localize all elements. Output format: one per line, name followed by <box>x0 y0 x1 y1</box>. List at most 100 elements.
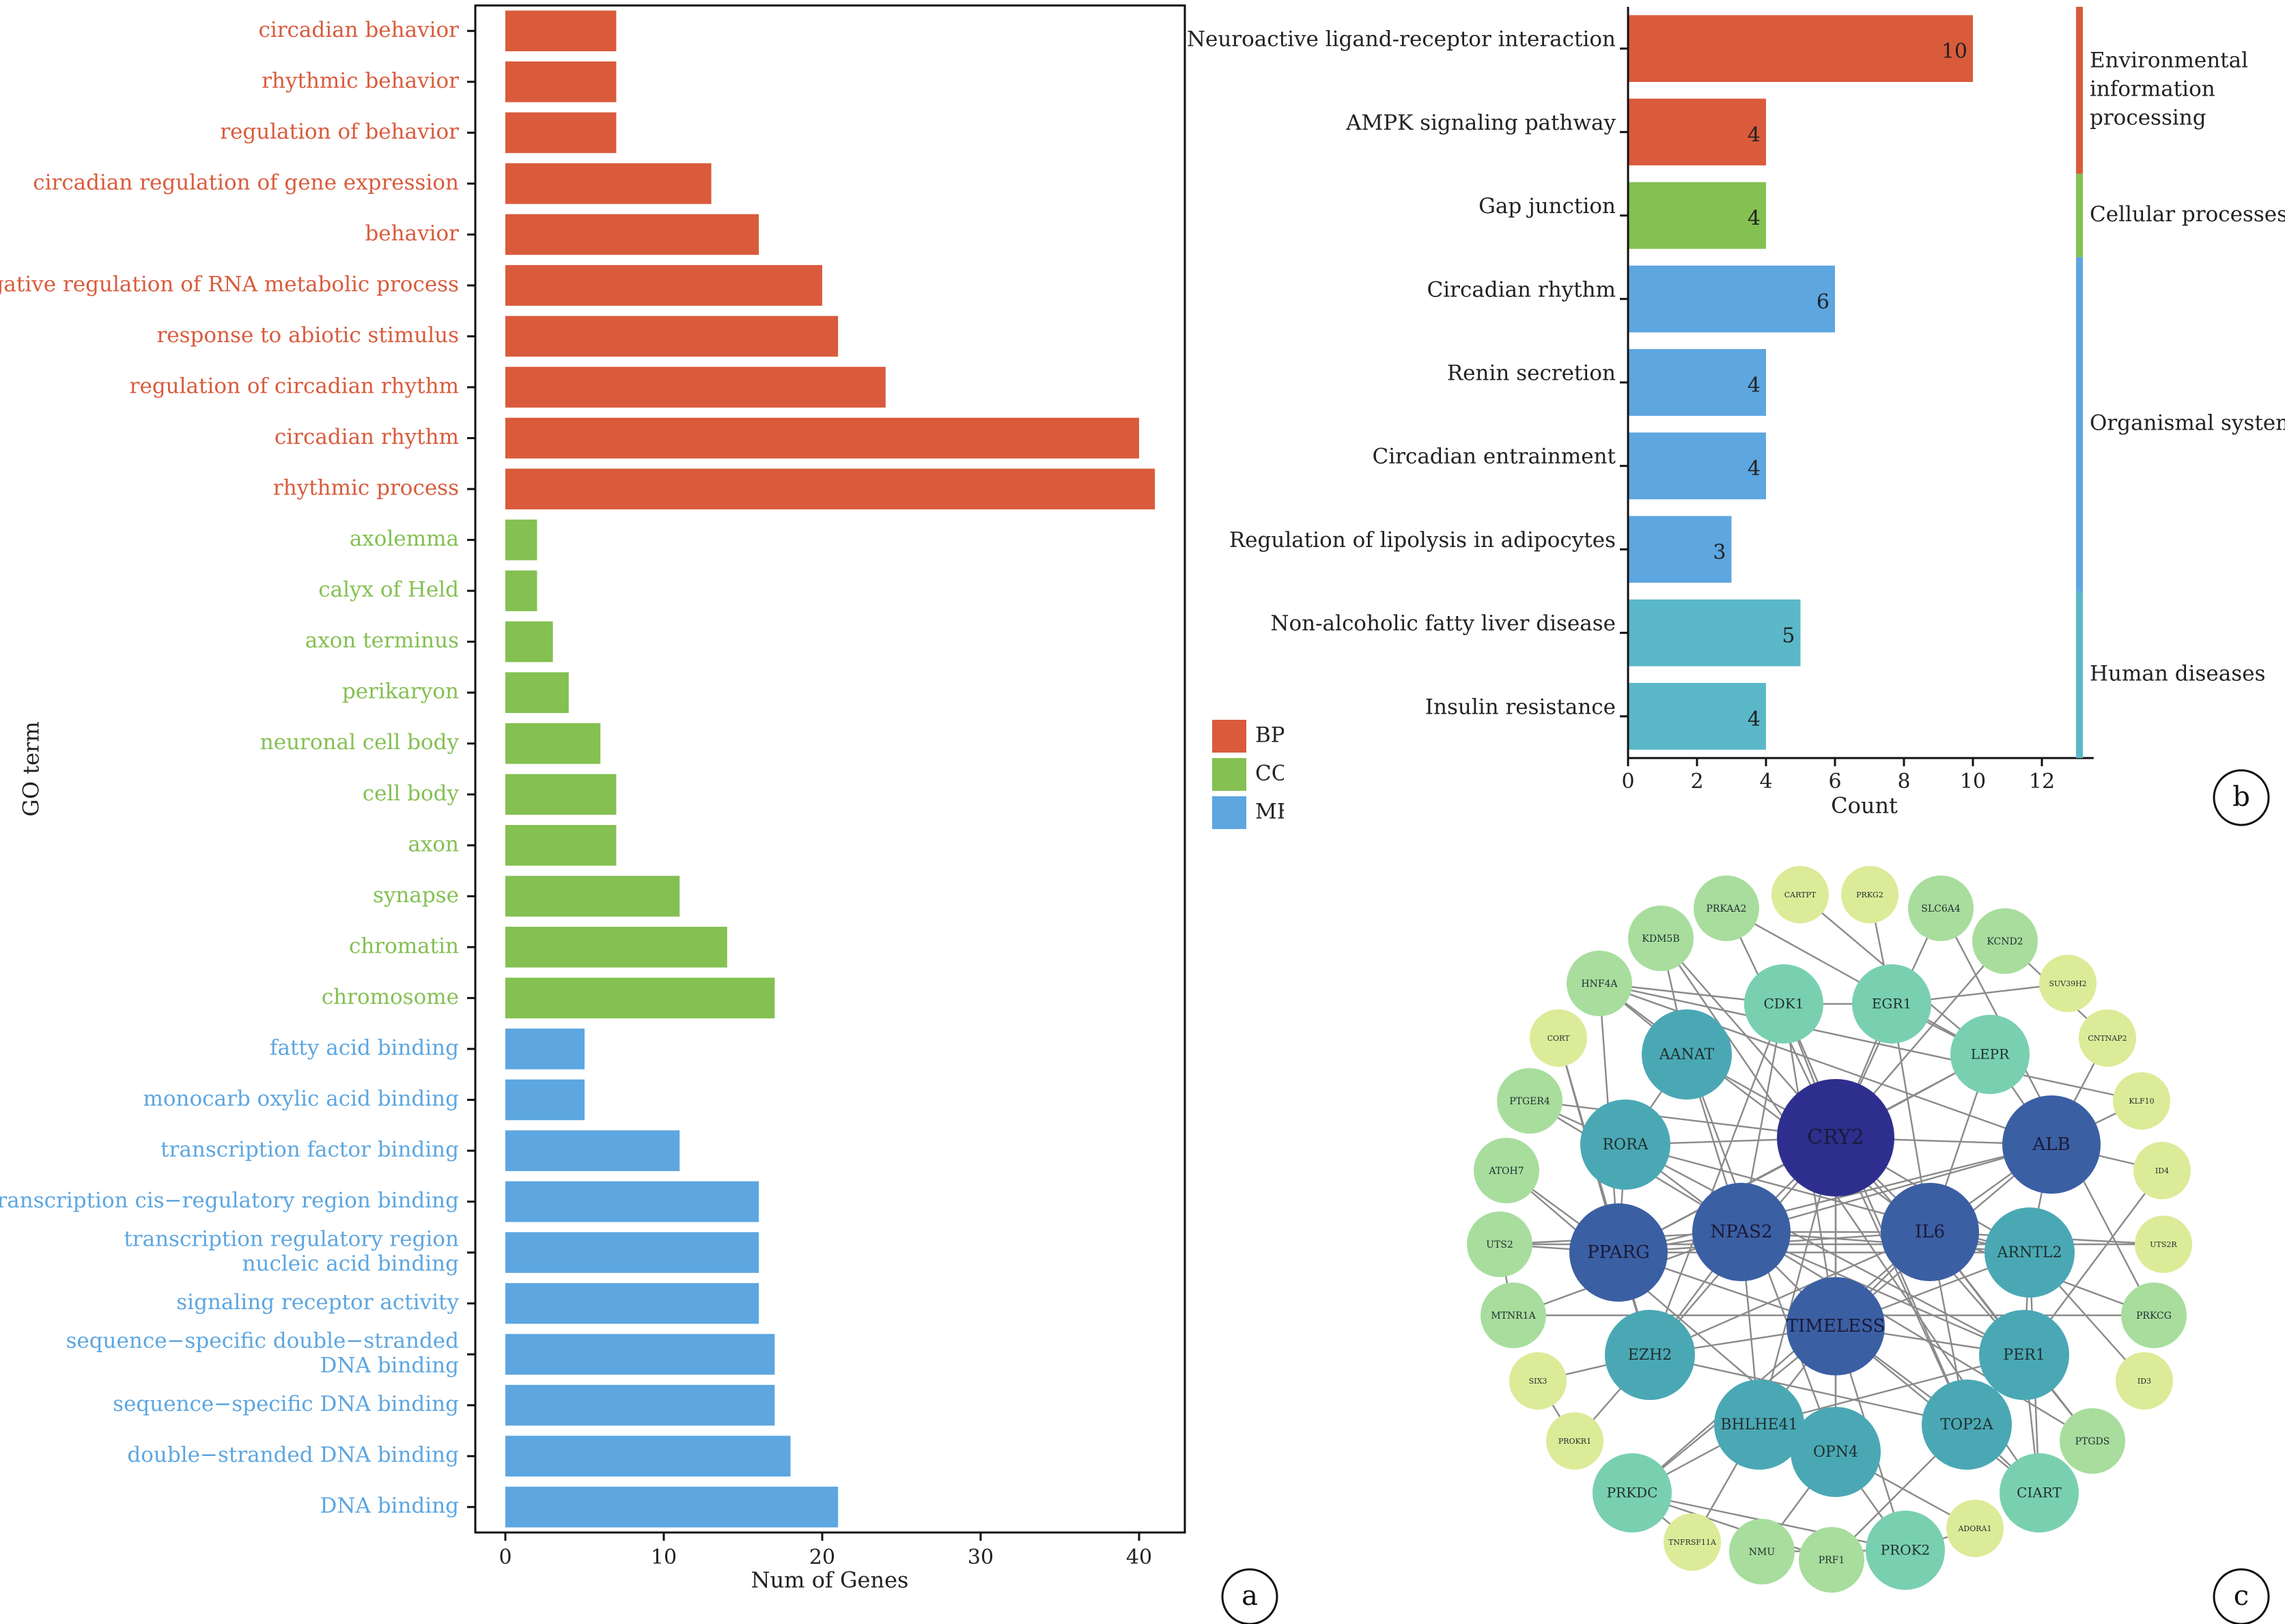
ppi-node-label-adora1: ADORA1 <box>1957 1524 1991 1533</box>
ppi-node-tnfrsf11a <box>1664 1513 1721 1571</box>
kegg-bar-5 <box>1628 349 1766 416</box>
ppi-node-prf1 <box>1799 1527 1864 1593</box>
ppi-node-slc6a4 <box>1908 876 1974 941</box>
ppi-node-hnf4a <box>1567 951 1632 1016</box>
x-tick-label-0: 0 <box>499 1545 511 1569</box>
go-bar-25 <box>505 1232 759 1273</box>
kegg-group-label-3: Organismal systems <box>2090 411 2285 436</box>
x-axis-label: Num of Genes <box>751 1567 909 1593</box>
ppi-node-uts2r <box>2135 1216 2192 1273</box>
ppi-node-ciart <box>2000 1453 2079 1532</box>
go-term-label-15: neuronal cell body <box>260 730 460 755</box>
go-bar-13 <box>505 621 553 662</box>
kegg-group-label-1-line-2: information <box>2090 77 2215 102</box>
go-bar-5 <box>505 214 759 255</box>
ppi-node-kdm5b <box>1628 906 1694 971</box>
go-bar-26 <box>505 1283 759 1324</box>
go-term-label-24: transcription cis−regulatory region bind… <box>0 1188 459 1213</box>
kegg-bar-value-3: 4 <box>1748 207 1761 231</box>
ppi-node-label-nmu: NMU <box>1749 1547 1776 1558</box>
go-bar-8 <box>505 367 886 408</box>
kegg-bar-value-4: 6 <box>1817 290 1830 314</box>
go-term-label-22: monocarb oxylic acid binding <box>143 1087 459 1111</box>
go-bar-1 <box>505 10 617 52</box>
ppi-nodes: CARTPT PRKG2 SUV39H2 CNTNAP2 KLF10 ID4 UTS2R ID… <box>1467 866 2192 1593</box>
go-term-label-28: sequence−specific DNA binding <box>113 1392 459 1416</box>
legend-swatch-bp <box>1212 720 1246 753</box>
ppi-node-label-atoh7: ATOH7 <box>1488 1166 1524 1177</box>
ppi-node-label-prkaa2: PRKAA2 <box>1707 904 1747 914</box>
ppi-node-label-cdk1: CDK1 <box>1763 996 1804 1012</box>
kegg-group-label-2: Cellular processes <box>2090 202 2285 227</box>
ppi-node-ptger4 <box>1497 1068 1562 1134</box>
ppi-node-cry2 <box>1777 1079 1894 1196</box>
go-bar-23 <box>505 1130 680 1171</box>
kegg-bar-1 <box>1628 15 1973 82</box>
ppi-node-label-npas2: NPAS2 <box>1711 1222 1773 1242</box>
go-term-label-8: regulation of circadian rhythm <box>130 374 459 399</box>
ppi-edge-84 <box>1649 1003 1785 1356</box>
kegg-bar-value-1: 10 <box>1941 40 1967 64</box>
go-term-label-6: negative regulation of RNA metabolic pro… <box>0 272 459 296</box>
kegg-group-strip-4 <box>2076 591 2083 758</box>
kegg-term-label-5: Renin secretion <box>1447 361 1616 386</box>
go-term-label-20: chromosome <box>322 985 459 1009</box>
ppi-node-label-cartpt: CARTPT <box>1784 891 1817 899</box>
panel-b-bar-chart: 10 Neuroactive ligand-receptor interactio… <box>1187 7 2285 826</box>
ppi-edge-83 <box>1649 1354 1967 1426</box>
kegg-term-label-2: AMPK signaling pathway <box>1345 111 1616 135</box>
ppi-node-arntl2 <box>1985 1207 2075 1298</box>
go-term-label-10: rhythmic process <box>273 476 459 501</box>
ppi-edge-106 <box>1726 907 1991 1056</box>
go-bar-4 <box>505 163 712 204</box>
ppi-edge-62 <box>1599 982 2052 1146</box>
ppi-node-opn4 <box>1791 1407 1881 1497</box>
kegg-x-tick-label-12: 12 <box>2029 770 2055 794</box>
ppi-node-timeless <box>1786 1277 1885 1375</box>
go-bar-22 <box>505 1079 585 1121</box>
ppi-edge-120 <box>1599 982 2142 1102</box>
ppi-node-label-ptgds: PTGDS <box>2075 1436 2110 1447</box>
kegg-term-label-6: Circadian entrainment <box>1373 445 1616 469</box>
kegg-bar-value-7: 3 <box>1713 540 1726 564</box>
ppi-node-suv39h2 <box>2039 955 2097 1012</box>
kegg-group-label-1-line-1: Environmental <box>2090 48 2248 73</box>
panel-a-bar-chart: circadian behavior rhythmic behavior regul… <box>0 4 1284 1624</box>
go-bar-29 <box>505 1436 791 1477</box>
panel-a-badge <box>1221 1568 1278 1624</box>
ppi-node-label-arntl2: ARNTL2 <box>1997 1244 2062 1261</box>
ppi-node-bhlhe41 <box>1714 1380 1804 1470</box>
ppi-edge-61 <box>1618 1143 2052 1254</box>
kegg-term-label-7: Regulation of lipolysis in adipocytes <box>1229 528 1616 552</box>
panel-b-badge <box>2213 769 2270 826</box>
ppi-node-il6 <box>1881 1183 1979 1281</box>
go-term-label-5: behavior <box>365 221 459 246</box>
kegg-group-label-4: Human diseases <box>2090 661 2265 686</box>
go-bar-17 <box>505 824 617 866</box>
ppi-node-nmu <box>1729 1519 1795 1584</box>
panel-a-plot-frame <box>474 4 1186 1534</box>
go-term-label-12: calyx of Held <box>318 578 459 602</box>
kegg-bar-value-5: 4 <box>1748 374 1761 397</box>
kegg-bar-6 <box>1628 432 1766 500</box>
go-term-label-26: signaling receptor activity <box>176 1290 459 1315</box>
legend-label-mf: MF <box>1255 800 1284 824</box>
go-term-label-4: circadian regulation of gene expression <box>33 170 459 195</box>
ppi-node-label-slc6a4: SLC6A4 <box>1921 904 1961 914</box>
kegg-group-label-1: Environmental information processing <box>2090 48 2248 130</box>
kegg-group-strip-3 <box>2076 257 2083 591</box>
ppi-node-kcnd2 <box>1972 908 2038 974</box>
panel-b-label: b <box>2232 781 2250 813</box>
kegg-bar-2 <box>1628 98 1766 166</box>
ppi-node-prok2 <box>1866 1511 1945 1590</box>
go-term-label-19: chromatin <box>349 934 459 958</box>
ppi-node-aanat <box>1642 1009 1732 1100</box>
ppi-node-atoh7 <box>1474 1138 1539 1203</box>
ppi-node-label-timeless: TIMELESS <box>1786 1316 1886 1336</box>
go-term-label-13: axon terminus <box>305 628 459 653</box>
go-bar-10 <box>505 468 1155 509</box>
ppi-node-mtnr1a <box>1481 1283 1546 1348</box>
go-term-label-16: cell body <box>363 781 460 806</box>
go-bar-27 <box>505 1334 775 1375</box>
